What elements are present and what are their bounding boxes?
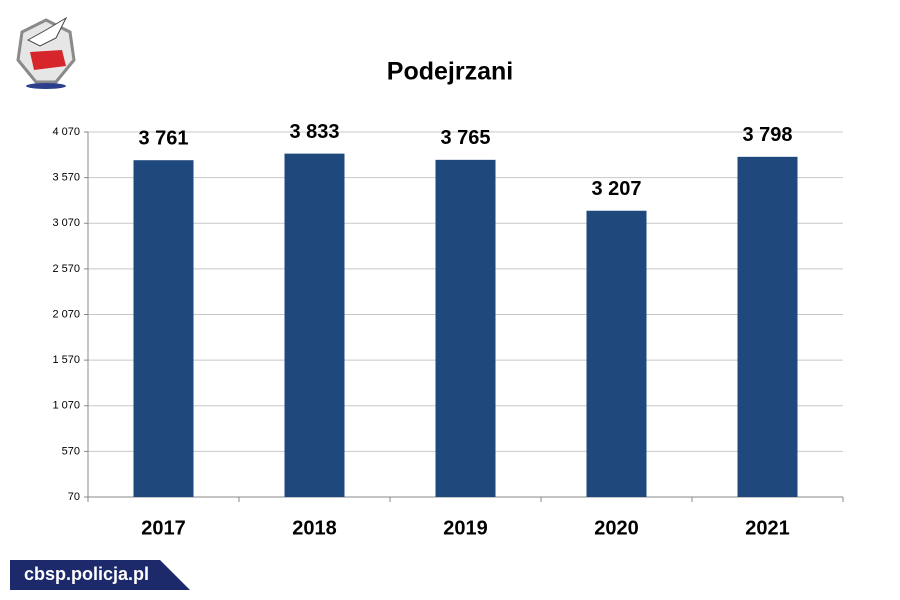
value-label: 3 761 [138,127,188,149]
value-label: 3 207 [591,178,641,200]
bar [435,159,496,498]
footer-badge: cbsp.policja.pl [10,560,190,590]
x-tick-label: 2018 [292,517,337,539]
y-tick-label: 2 070 [52,308,80,320]
y-tick-label: 570 [62,445,80,457]
y-tick-label: 2 570 [52,263,80,275]
logo [16,16,76,89]
value-label: 3 833 [289,121,339,143]
y-tick-label: 1 570 [52,354,80,366]
y-tick-label: 1 070 [52,400,80,412]
x-tick-label: 2020 [594,517,639,539]
value-label: 3 798 [742,124,792,146]
footer-text: cbsp.policja.pl [24,564,149,584]
bar [586,210,647,497]
y-tick-label: 3 570 [52,172,80,184]
chart-title: Podejrzani [387,58,513,86]
y-tick-label: 4 070 [52,126,80,138]
bar [133,160,194,498]
y-tick-label: 3 070 [52,217,80,229]
bar [284,153,345,497]
x-tick-label: 2021 [745,517,790,539]
value-label: 3 765 [440,127,490,149]
x-tick-label: 2017 [141,517,186,539]
y-tick-label: 70 [68,491,80,503]
bar [737,156,798,497]
x-tick-label: 2019 [443,517,488,539]
